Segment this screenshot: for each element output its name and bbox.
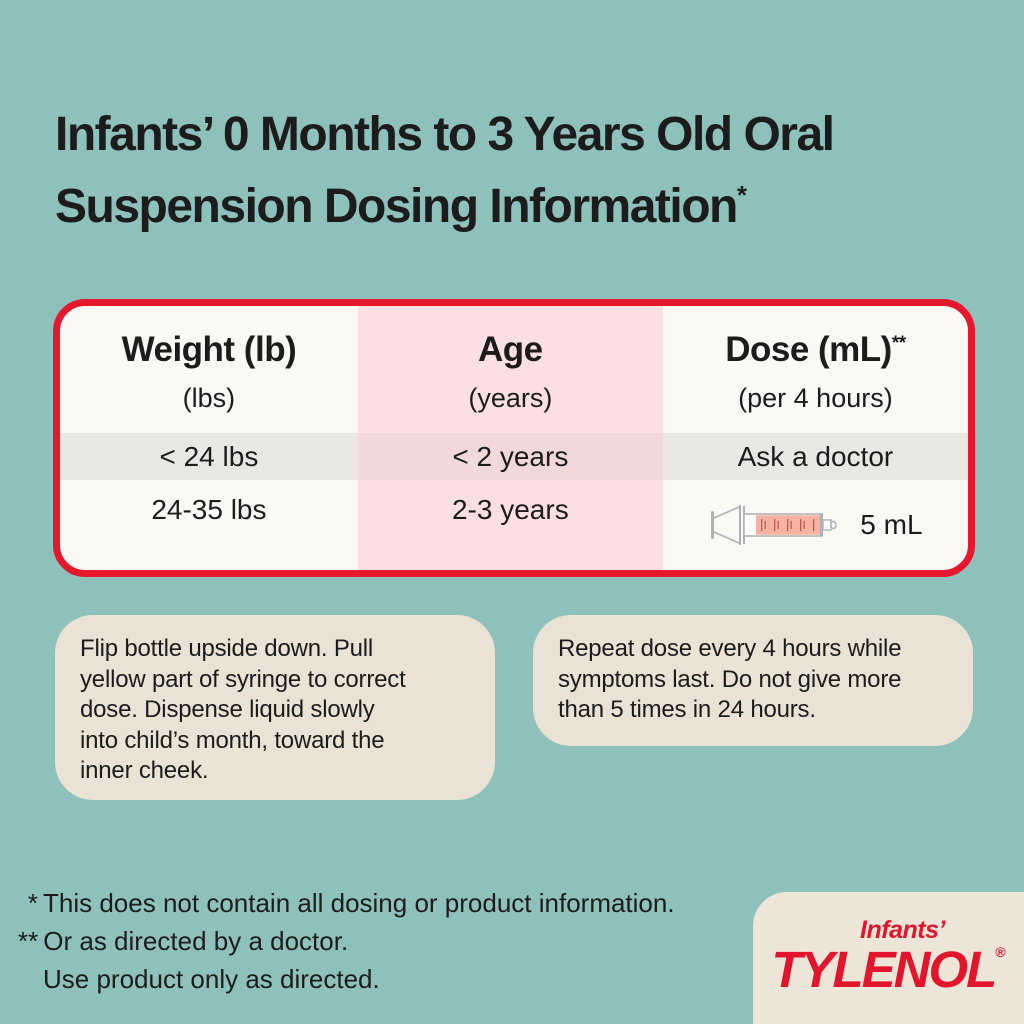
brand-panel: Infants’ TYLENOL ® [753,892,1024,1024]
oral-syringe-icon [711,505,837,545]
column-header-age: Age (years) [357,306,663,433]
title-footnote-mark: * [736,180,747,211]
footnote-3-text: Use product only as directed. [43,964,380,994]
table-row2-age-cell: 2-3 years [357,480,663,570]
column-header-weight: Weight (lb) (lbs) [60,306,358,433]
dose-header-footnote-mark: ** [891,332,906,354]
table-row2-weight-cell: 24-35 lbs [151,494,267,525]
instruction-note-syringe: Flip bottle upside down. Pull yellow par… [55,615,495,800]
table-row1-dose-cell: Ask a doctor [662,433,968,480]
tylenol-wordmark: TYLENOL [771,941,997,998]
footnote-2-mark: ** [18,926,39,956]
footnotes: * This does not contain all dosing or pr… [18,884,675,998]
footnote-1-text: This does not contain all dosing or prod… [43,888,675,918]
page-title: Infants’ 0 Months to 3 Years Old Oral Su… [55,104,985,237]
tylenol-logo: TYLENOL ® [771,940,1005,999]
dose-header-label: Dose (mL) [725,329,892,369]
footnote-3-mark [18,960,38,998]
instruction-note-repeat-dose: Repeat dose every 4 hours while symptoms… [533,615,973,746]
table-row2-dose-cell: 5 mL [663,480,968,570]
dose-value: 5 mL [860,509,923,540]
weight-header-label: Weight (lb) [121,329,297,369]
age-header-sublabel: (years) [468,382,553,413]
footnote-2-text: Or as directed by a doctor. [43,926,349,956]
table-row1-age-cell: < 2 years [357,433,663,480]
footnote-1: * This does not contain all dosing or pr… [18,884,675,922]
brand-infants-label: Infants’ [860,916,945,944]
table-row1-weight-cell: < 24 lbs [60,433,358,480]
footnote-2: ** Or as directed by a doctor. [18,922,675,960]
age-header-label: Age [478,329,543,369]
dosing-table: Weight (lb) (lbs) Age (years) Dose (mL)*… [53,299,975,577]
page-title-line1: Infants’ 0 Months to 3 Years Old Oral [55,108,835,162]
registered-trademark-mark: ® [995,944,1006,960]
dose-header-sublabel: (per 4 hours) [738,382,893,413]
footnote-1-mark: * [27,888,38,918]
footnote-3: Use product only as directed. [18,960,675,998]
weight-header-sublabel: (lbs) [182,382,236,413]
page-title-line2: Suspension Dosing Information [55,180,738,234]
column-header-dose: Dose (mL)** (per 4 hours) [663,306,968,433]
